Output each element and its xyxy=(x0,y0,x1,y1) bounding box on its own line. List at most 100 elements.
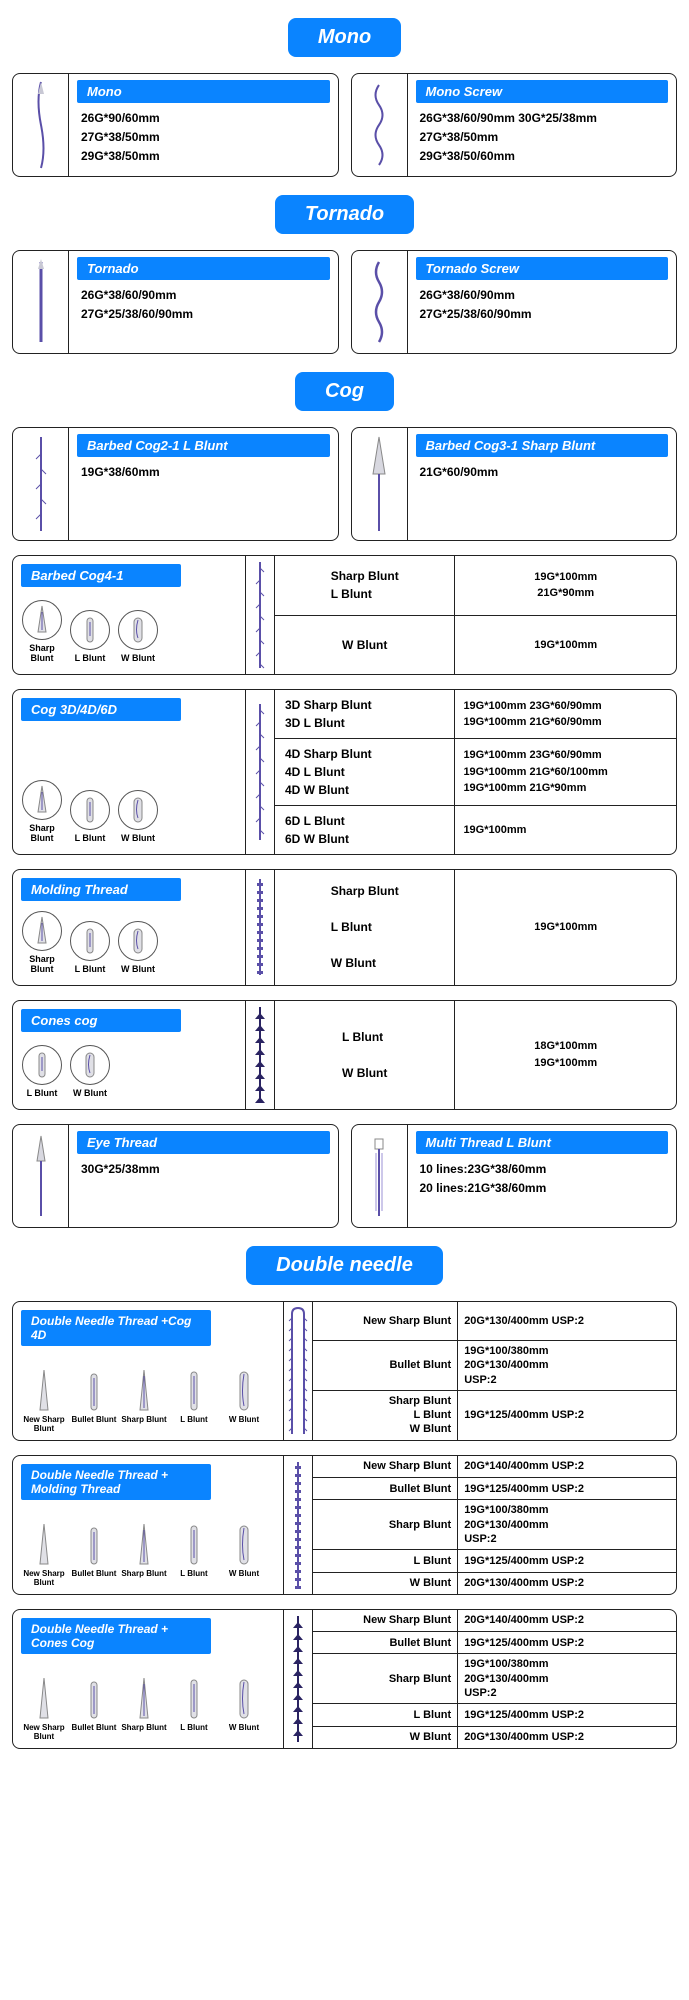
spec-line: 19G*38/60mm xyxy=(81,463,326,482)
row-type: New Sharp Blunt xyxy=(313,1456,458,1477)
row-spec: 19G*100mm xyxy=(455,870,676,985)
needle-icon xyxy=(22,911,62,951)
card-title: Tornado Screw xyxy=(416,257,669,280)
row-spec: 19G*125/400mm USP:2 xyxy=(458,1704,676,1725)
row-spec: 20G*140/400mm USP:2 xyxy=(458,1456,676,1477)
needle-label: L Blunt xyxy=(171,1570,217,1579)
cog-bottom-row: Eye Thread 30G*25/38mm Multi Thread L Bl… xyxy=(0,1124,689,1228)
thread-icon xyxy=(352,74,408,176)
needle-label: Sharp Blunt xyxy=(21,955,63,975)
dn-card: Double Needle Thread +Cog 4D New Sharp B… xyxy=(12,1301,677,1441)
needle-item: W Blunt xyxy=(69,1045,111,1099)
needle-label: Sharp Blunt xyxy=(21,644,63,664)
spec-table: New Sharp Blunt20G*140/400mm USP:2Bullet… xyxy=(313,1610,676,1748)
wide-left: Cog 3D/4D/6D Sharp BluntL BluntW Blunt xyxy=(13,690,245,854)
needle-label: L Blunt xyxy=(171,1416,217,1425)
spec-line: 27G*25/38/60/90mm xyxy=(81,305,326,324)
needle-row: Sharp BluntL BluntW Blunt xyxy=(21,600,237,664)
needle-label: W Blunt xyxy=(221,1570,267,1579)
needle-icon xyxy=(22,780,62,820)
needle-row: Sharp BluntL BluntW Blunt xyxy=(21,780,237,844)
table-row: W Blunt20G*130/400mm USP:2 xyxy=(313,1727,676,1748)
needle-item: L Blunt xyxy=(69,610,111,664)
spec-line: 29G*38/50/60mm xyxy=(420,147,665,166)
needle-icon xyxy=(221,1518,267,1568)
table-row: Sharp Blunt L Blunt19G*100mm 21G*90mm xyxy=(275,556,676,616)
row-type: Bullet Blunt xyxy=(313,1632,458,1653)
thread-icon xyxy=(283,1610,313,1748)
spec-line: 10 lines:23G*38/60mm xyxy=(420,1160,665,1179)
needle-item: Sharp Blunt xyxy=(121,1518,167,1588)
table-row: Sharp Blunt L Blunt W Blunt19G*100mm xyxy=(275,870,676,985)
dn-left: Double Needle Thread + Cones Cog New Sha… xyxy=(13,1610,283,1748)
card-title: Multi Thread L Blunt xyxy=(416,1131,669,1154)
needle-icon xyxy=(221,1672,267,1722)
spec-line: 21G*60/90mm xyxy=(420,463,665,482)
needle-label: New Sharp Blunt xyxy=(21,1570,67,1588)
section-header-tornado: Tornado xyxy=(275,195,414,234)
row-spec: 19G*100mm xyxy=(455,806,676,854)
table-row: W Blunt19G*100mm xyxy=(275,616,676,675)
needle-icon xyxy=(21,1518,67,1568)
row-spec: 19G*125/400mm USP:2 xyxy=(458,1478,676,1499)
card-specs: 19G*38/60mm xyxy=(77,463,330,482)
needle-item: W Blunt xyxy=(117,921,159,975)
card-title: Cones cog xyxy=(21,1009,181,1032)
wide-card: Molding Thread Sharp Blunt L BluntW Blunt… xyxy=(12,869,677,986)
table-row: 4D Sharp Blunt 4D L Blunt 4D W Blunt19G*… xyxy=(275,739,676,806)
cog-simple-row: Barbed Cog2-1 L Blunt 19G*38/60mm Barbed… xyxy=(0,427,689,541)
row-spec: 19G*100mm 23G*60/90mm 19G*100mm 21G*60/1… xyxy=(455,739,676,805)
row-type: Bullet Blunt xyxy=(313,1478,458,1499)
row-type: Sharp Blunt L Blunt W Blunt xyxy=(313,1391,458,1440)
needle-item: Sharp Blunt xyxy=(21,911,63,975)
spec-table: 3D Sharp Blunt 3D L Blunt19G*100mm 23G*6… xyxy=(275,690,676,854)
needle-label: New Sharp Blunt xyxy=(21,1416,67,1434)
row-type: W Blunt xyxy=(275,616,455,675)
spec-line: 27G*38/50mm xyxy=(81,128,326,147)
card-specs: 26G*38/60/90mm 27G*25/38/60/90mm xyxy=(416,286,669,324)
needle-icon xyxy=(71,1518,117,1568)
needle-item: L Blunt xyxy=(69,921,111,975)
spec-line: 26G*38/60/90mm 30G*25/38mm xyxy=(420,109,665,128)
card-title: Barbed Cog2-1 L Blunt xyxy=(77,434,330,457)
card-title: Cog 3D/4D/6D xyxy=(21,698,181,721)
table-row: W Blunt20G*130/400mm USP:2 xyxy=(313,1573,676,1594)
dn-card: Double Needle Thread + Cones Cog New Sha… xyxy=(12,1609,677,1749)
needle-item: L Blunt xyxy=(171,1364,217,1434)
mono-row: Mono 26G*90/60mm 27G*38/50mm 29G*38/50mm… xyxy=(0,73,689,177)
needle-item: New Sharp Blunt xyxy=(21,1518,67,1588)
table-row: New Sharp Blunt20G*140/400mm USP:2 xyxy=(313,1456,676,1478)
needle-label: W Blunt xyxy=(221,1416,267,1425)
needle-item: New Sharp Blunt xyxy=(21,1672,67,1742)
thread-icon xyxy=(283,1456,313,1594)
needle-item: L Blunt xyxy=(171,1672,217,1742)
row-type: Bullet Blunt xyxy=(313,1341,458,1390)
thread-icon xyxy=(352,428,408,540)
row-type: W Blunt xyxy=(313,1727,458,1748)
spec-line: 29G*38/50mm xyxy=(81,147,326,166)
needle-icon xyxy=(22,600,62,640)
wide-card: Cones cog L BluntW Blunt L Blunt W Blunt… xyxy=(12,1000,677,1110)
needle-label: Bullet Blunt xyxy=(71,1570,117,1579)
thread-icon xyxy=(245,870,275,985)
row-type: Sharp Blunt L Blunt xyxy=(275,556,455,615)
row-type: Sharp Blunt L Blunt W Blunt xyxy=(275,870,455,985)
card-title: Molding Thread xyxy=(21,878,181,901)
needle-item: Bullet Blunt xyxy=(71,1364,117,1434)
needle-item: Bullet Blunt xyxy=(71,1518,117,1588)
needle-item: W Blunt xyxy=(221,1672,267,1742)
needle-label: L Blunt xyxy=(69,654,111,664)
needle-row: New Sharp BluntBullet BluntSharp BluntL … xyxy=(21,1364,275,1434)
row-type: W Blunt xyxy=(313,1573,458,1594)
needle-label: Sharp Blunt xyxy=(121,1724,167,1733)
needle-icon xyxy=(21,1364,67,1414)
thread-icon xyxy=(13,428,69,540)
needle-icon xyxy=(121,1672,167,1722)
needle-icon xyxy=(121,1518,167,1568)
card-specs: 26G*38/60/90mm 30G*25/38mm 27G*38/50mm 2… xyxy=(416,109,669,167)
thread-icon xyxy=(352,1125,408,1227)
thread-icon xyxy=(283,1302,313,1440)
spec-line: 27G*38/50mm xyxy=(420,128,665,147)
row-spec: 19G*125/400mm USP:2 xyxy=(458,1550,676,1571)
spec-table: New Sharp Blunt20G*140/400mm USP:2Bullet… xyxy=(313,1456,676,1594)
